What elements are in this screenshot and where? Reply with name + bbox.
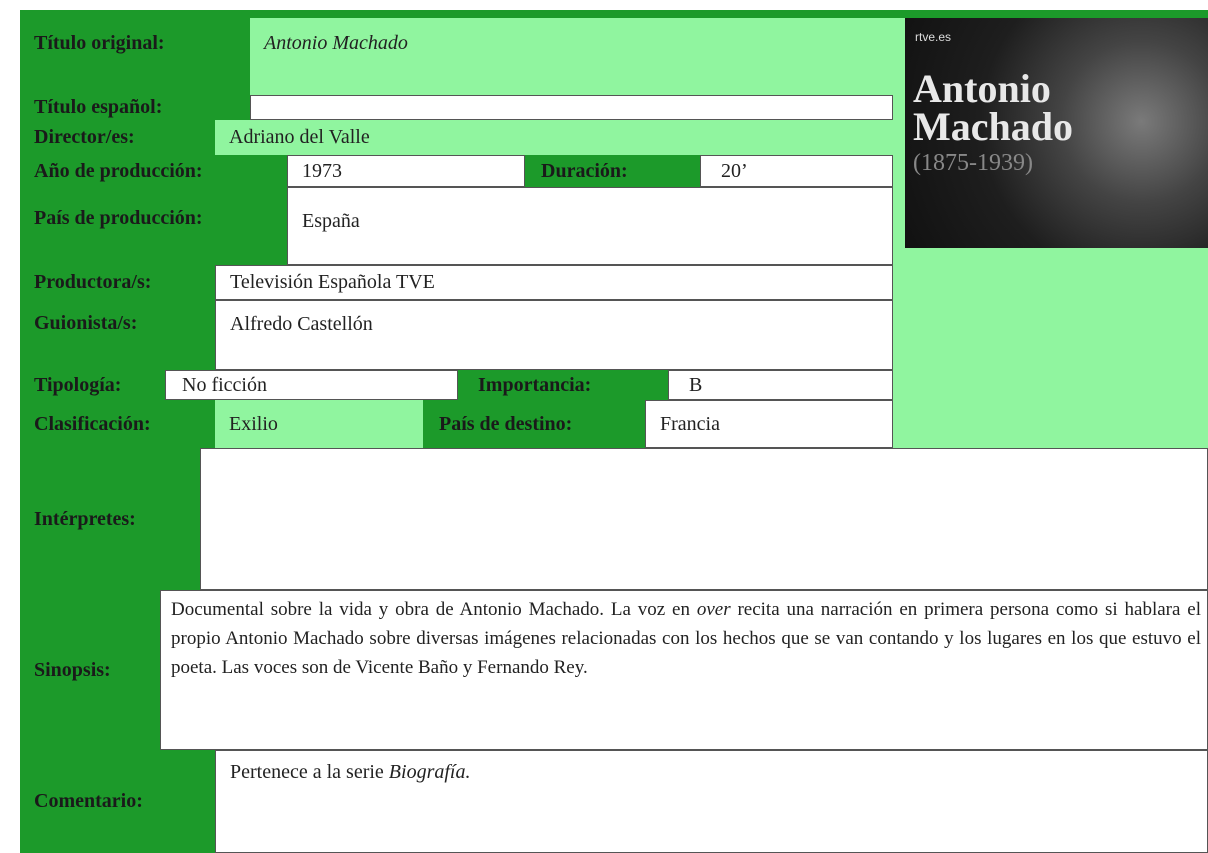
label: Clasificación: bbox=[20, 400, 215, 448]
text: Documental sobre la vida y obra de Anton… bbox=[171, 599, 690, 620]
value: Adriano del Valle bbox=[215, 120, 893, 155]
label: Importancia: bbox=[458, 370, 668, 400]
label: Productora/s: bbox=[20, 265, 215, 300]
value: B bbox=[668, 370, 893, 400]
value bbox=[250, 95, 893, 120]
photo-dates: (1875-1939) bbox=[913, 150, 1033, 176]
top-border bbox=[20, 10, 1208, 18]
value: No ficción bbox=[165, 370, 458, 400]
value bbox=[200, 448, 1208, 590]
label: Título español: bbox=[20, 95, 250, 120]
value: España bbox=[287, 187, 893, 265]
label: Duración: bbox=[525, 155, 700, 187]
label: Guionista/s: bbox=[20, 300, 215, 370]
label: Tipología: bbox=[20, 370, 165, 400]
label: Comentario: bbox=[20, 750, 215, 853]
photo-name: Antonio Machado bbox=[913, 66, 1073, 149]
text: Pertenece a la serie bbox=[230, 761, 384, 783]
text: over bbox=[696, 599, 731, 620]
value: Antonio Machado bbox=[250, 18, 893, 95]
value: Exilio bbox=[215, 400, 423, 448]
label: Director/es: bbox=[20, 120, 215, 155]
label: Título original: bbox=[20, 18, 250, 95]
text: Biografía. bbox=[388, 761, 471, 783]
value: Alfredo Castellón bbox=[215, 300, 893, 370]
label: País de destino: bbox=[423, 400, 645, 448]
value: 1973 bbox=[287, 155, 525, 187]
label: Sinopsis: bbox=[20, 590, 160, 750]
text: recita una narración en primera persona … bbox=[171, 599, 1201, 678]
label: Año de producción: bbox=[20, 155, 287, 187]
photo-brand: rtve.es bbox=[915, 30, 952, 44]
value: Televisión Española TVE bbox=[215, 265, 893, 300]
value: Pertenece a la serie Biografía. bbox=[215, 750, 1208, 853]
value: 20’ bbox=[700, 155, 893, 187]
label: País de producción: bbox=[20, 187, 287, 265]
photo: rtve.es Antonio Machado (1875-1939) bbox=[905, 18, 1208, 248]
synopsis: Documental sobre la vida y obra de Anton… bbox=[160, 590, 1208, 750]
value: Francia bbox=[645, 400, 893, 448]
label: Intérpretes: bbox=[20, 448, 200, 590]
